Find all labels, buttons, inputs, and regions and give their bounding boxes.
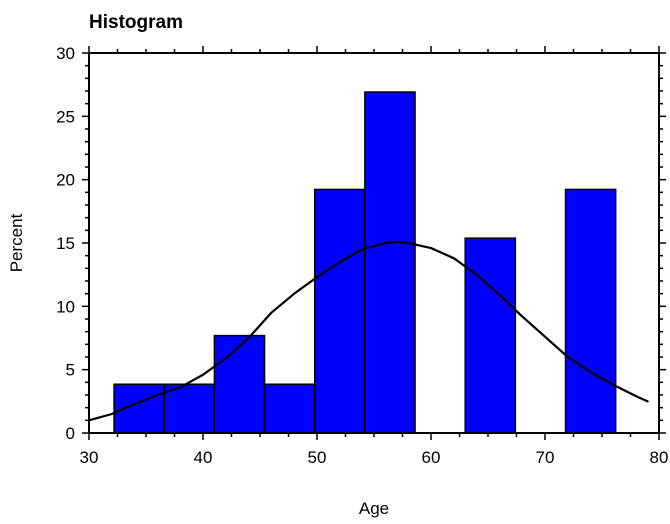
- histogram-bar: [365, 92, 415, 433]
- x-tick-label: 40: [194, 448, 213, 467]
- histogram-bar: [465, 238, 515, 433]
- y-tick-label: 20: [56, 171, 75, 190]
- histogram-bar: [315, 189, 365, 433]
- y-axis-label: Percent: [7, 213, 26, 272]
- x-tick-label: 30: [80, 448, 99, 467]
- x-axis-label: Age: [359, 499, 389, 518]
- histogram-bar: [265, 384, 315, 433]
- x-tick-label: 50: [308, 448, 327, 467]
- y-tick-label: 0: [66, 424, 75, 443]
- y-tick-label: 5: [66, 361, 75, 380]
- x-tick-label: 60: [422, 448, 441, 467]
- y-tick-label: 10: [56, 297, 75, 316]
- histogram-bar: [566, 189, 616, 433]
- histogram-bar: [164, 384, 214, 433]
- y-tick-label: 25: [56, 107, 75, 126]
- chart-title: Histogram: [89, 12, 183, 33]
- x-tick-label: 70: [536, 448, 555, 467]
- y-tick-label: 15: [56, 234, 75, 253]
- y-tick-label: 30: [56, 44, 75, 63]
- x-tick-label: 80: [650, 448, 669, 467]
- histogram-bar: [214, 336, 264, 433]
